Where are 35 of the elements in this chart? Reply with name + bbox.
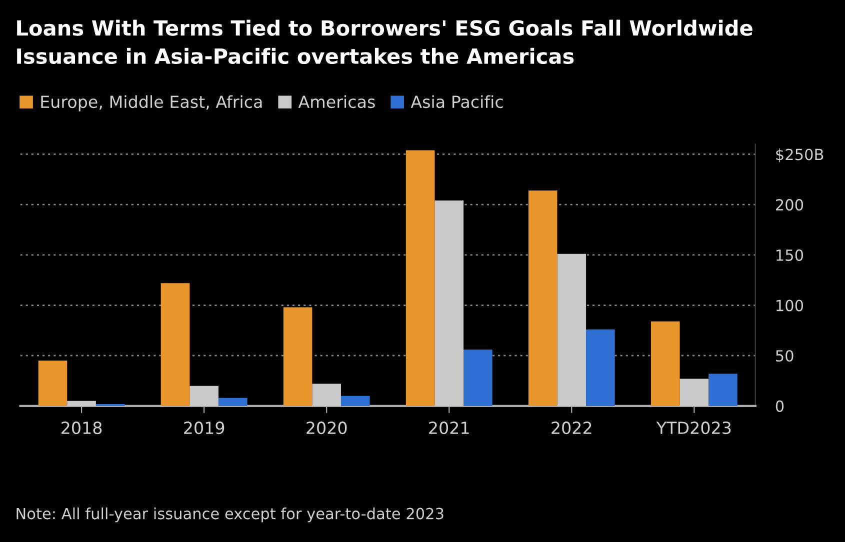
bar [340, 396, 370, 406]
bar [67, 400, 96, 406]
bar [464, 350, 492, 406]
chart-subtitle: Issuance in Asia-Pacific overtakes the Americas [17, 48, 574, 64]
bar [557, 254, 586, 406]
bar [434, 200, 464, 406]
y-tick-label: $250B [776, 148, 824, 162]
y-tick-label: 100 [776, 300, 804, 312]
y-tick-label: 0 [776, 400, 784, 412]
bar [218, 398, 248, 406]
x-tick-label: YTD2023 [656, 422, 731, 434]
x-tick-label: 2021 [429, 422, 469, 434]
bar [38, 360, 68, 406]
bar [406, 150, 435, 406]
y-tick-label: 50 [776, 350, 794, 362]
bar [586, 329, 615, 406]
bar [650, 321, 680, 406]
bar [680, 378, 709, 406]
bar [708, 374, 738, 406]
x-tick-label: 2020 [306, 422, 347, 434]
legend-label: Asia Pacific [410, 95, 503, 108]
y-tick-label: 150 [776, 249, 804, 261]
bar [190, 386, 218, 406]
text: Note: All full-year issuance except for year-to-date 2023 [16, 508, 444, 522]
bar [160, 283, 190, 406]
bar [312, 384, 341, 406]
legend-label: Europe, Middle East, Africa [41, 95, 262, 112]
x-tick-label: 2018 [62, 422, 102, 434]
x-tick-label: 2022 [552, 422, 592, 434]
bar [283, 307, 312, 406]
x-tick-label: 2019 [184, 422, 224, 434]
bar [528, 190, 558, 406]
chart-title: Loans With Terms Tied to Borrowers' ESG Goals Fall Worldwide [17, 20, 752, 36]
y-tick-label: 200 [776, 199, 804, 211]
legend-label: Americas [298, 95, 375, 108]
